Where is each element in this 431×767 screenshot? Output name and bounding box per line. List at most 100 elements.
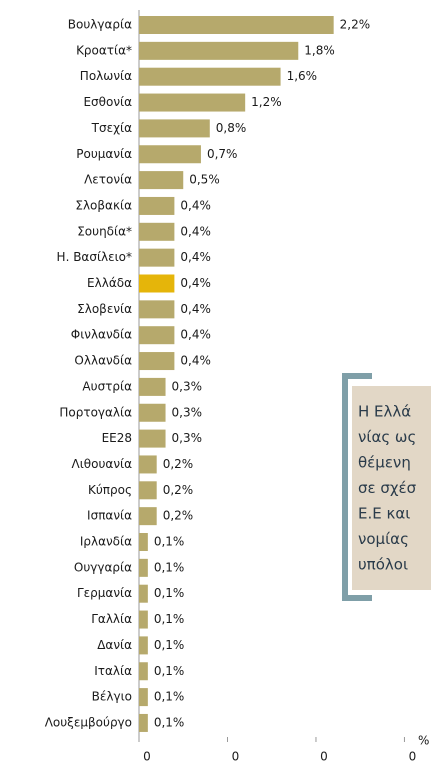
bar [139, 688, 148, 707]
category-label: Φινλανδία [71, 328, 132, 342]
bar [139, 67, 281, 86]
category-label: Βέλγιο [92, 690, 132, 704]
bar [139, 41, 299, 60]
value-label: 0,3% [172, 405, 203, 419]
value-label: 0,5% [189, 173, 220, 187]
bar [139, 93, 246, 112]
value-label: 0,1% [154, 586, 185, 600]
bar [139, 16, 334, 34]
category-label: Αυστρία [82, 379, 132, 393]
bar [139, 119, 210, 138]
value-label: 0,4% [180, 198, 211, 212]
category-label: Εσθονία [83, 95, 132, 109]
bar [139, 636, 148, 655]
value-label: 0,7% [207, 147, 238, 161]
category-label: Ελλάδα [87, 276, 132, 290]
value-label: 0,4% [180, 328, 211, 342]
x-tick-label: 0 [143, 750, 151, 764]
bar [139, 171, 184, 190]
value-label: 0,1% [154, 664, 185, 678]
category-label: Κροατία* [76, 43, 132, 57]
bar [139, 507, 157, 526]
bar [139, 584, 148, 603]
bar [139, 713, 148, 732]
category-label: Πορτογαλία [59, 405, 132, 419]
category-label: Πολωνία [80, 69, 132, 83]
value-label: 0,1% [154, 560, 185, 574]
value-label: 0,4% [180, 302, 211, 316]
value-label: 0,1% [154, 690, 185, 704]
callout-text: σε σχέσ [358, 479, 417, 497]
category-label: Ισπανία [87, 509, 132, 523]
value-label: 1,6% [287, 69, 318, 83]
category-label: Λιθουανία [72, 457, 133, 471]
callout-text: Ε.Ε και [358, 505, 410, 523]
category-label: Ουγγαρία [74, 560, 132, 574]
bar [139, 248, 175, 267]
bar [139, 481, 157, 500]
category-label: Κύπρος [88, 483, 132, 497]
value-label: 0,4% [180, 224, 211, 238]
callout-bracket [342, 373, 372, 601]
category-label: Ιταλία [94, 664, 132, 678]
category-label: Τσεχία [91, 121, 132, 135]
value-label: 1,2% [251, 95, 282, 109]
x-unit: % [418, 734, 429, 748]
x-tick-label: 0 [409, 750, 417, 764]
callout-text: νίας ως [358, 428, 416, 446]
value-label: 0,1% [154, 715, 185, 729]
callout-text: νομίας [358, 530, 409, 548]
category-label: Σλοβακία [75, 198, 132, 212]
x-tick-label: 0 [320, 750, 328, 764]
value-label: 1,8% [304, 43, 335, 57]
bar [139, 558, 148, 577]
bar [139, 352, 175, 371]
value-label: 0,1% [154, 612, 185, 626]
bar [139, 455, 157, 474]
bar [139, 533, 148, 551]
category-label: Δανία [97, 638, 132, 652]
value-label: 0,1% [154, 638, 185, 652]
value-label: 0,2% [163, 457, 194, 471]
bar [139, 403, 166, 422]
category-label: Γαλλία [91, 612, 132, 626]
value-label: 0,4% [180, 354, 211, 368]
callout-box [352, 386, 431, 590]
value-label: 0,2% [163, 483, 194, 497]
bar [139, 274, 175, 293]
value-label: 2,2% [340, 18, 371, 32]
bar [139, 377, 166, 396]
category-label: Ρουμανία [76, 147, 132, 161]
value-label: 0,8% [216, 121, 247, 135]
callout-text: Η Ελλά [358, 403, 411, 421]
bar [139, 429, 166, 448]
category-label: Λετονία [84, 173, 132, 187]
category-label: Λουξεμβούργο [45, 715, 132, 729]
value-label: 0,3% [172, 379, 203, 393]
value-label: 0,4% [180, 250, 211, 264]
category-label: ΕΕ28 [102, 431, 132, 445]
category-label: Ιρλανδία [80, 535, 132, 549]
category-label: Ολλανδία [74, 354, 132, 368]
x-tick-label: 0 [232, 750, 240, 764]
category-label: Σουηδία* [77, 224, 132, 238]
bar [139, 610, 148, 629]
bar [139, 300, 175, 319]
category-label: Γερμανία [77, 586, 132, 600]
category-label: Η. Βασίλειο* [57, 250, 132, 264]
value-label: 0,2% [163, 509, 194, 523]
value-label: 0,3% [172, 431, 203, 445]
bar [139, 662, 148, 681]
bar [139, 222, 175, 241]
bar [139, 326, 175, 345]
bar [139, 145, 201, 164]
value-label: 0,1% [154, 535, 185, 549]
category-label: Σλοβενία [77, 302, 132, 316]
category-label: Βουλγαρία [68, 18, 132, 32]
callout-text: θέμενη [358, 454, 411, 472]
value-label: 0,4% [180, 276, 211, 290]
bar [139, 196, 175, 215]
callout-text: υπόλοι [358, 556, 408, 574]
